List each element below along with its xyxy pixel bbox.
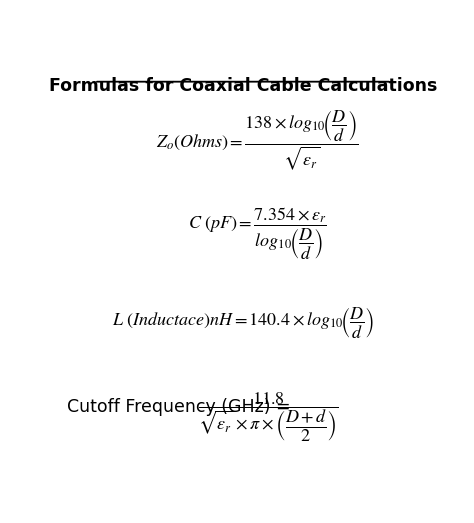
Text: $Z_o(Ohms) = \dfrac{138 \times log_{10}\!\left(\dfrac{D}{d}\right)}{\sqrt{\varep: $Z_o(Ohms) = \dfrac{138 \times log_{10}\… bbox=[156, 109, 359, 173]
Text: $\dfrac{11.8}{\sqrt{\varepsilon_r} \times \pi \times \left(\dfrac{D+d}{2}\right): $\dfrac{11.8}{\sqrt{\varepsilon_r} \time… bbox=[198, 391, 339, 444]
Text: $C\ (pF) = \dfrac{7.354 \times \varepsilon_r}{log_{10}\!\left(\dfrac{D}{d}\right: $C\ (pF) = \dfrac{7.354 \times \varepsil… bbox=[188, 206, 327, 262]
Text: Cutoff Frequency (GHz) =: Cutoff Frequency (GHz) = bbox=[66, 398, 290, 416]
Text: Formulas for Coaxial Cable Calculations: Formulas for Coaxial Cable Calculations bbox=[49, 77, 437, 95]
Text: $L\ (Inductace)nH = 140.4 \times log_{10}\!\left(\dfrac{D}{d}\right)$: $L\ (Inductace)nH = 140.4 \times log_{10… bbox=[112, 305, 374, 340]
